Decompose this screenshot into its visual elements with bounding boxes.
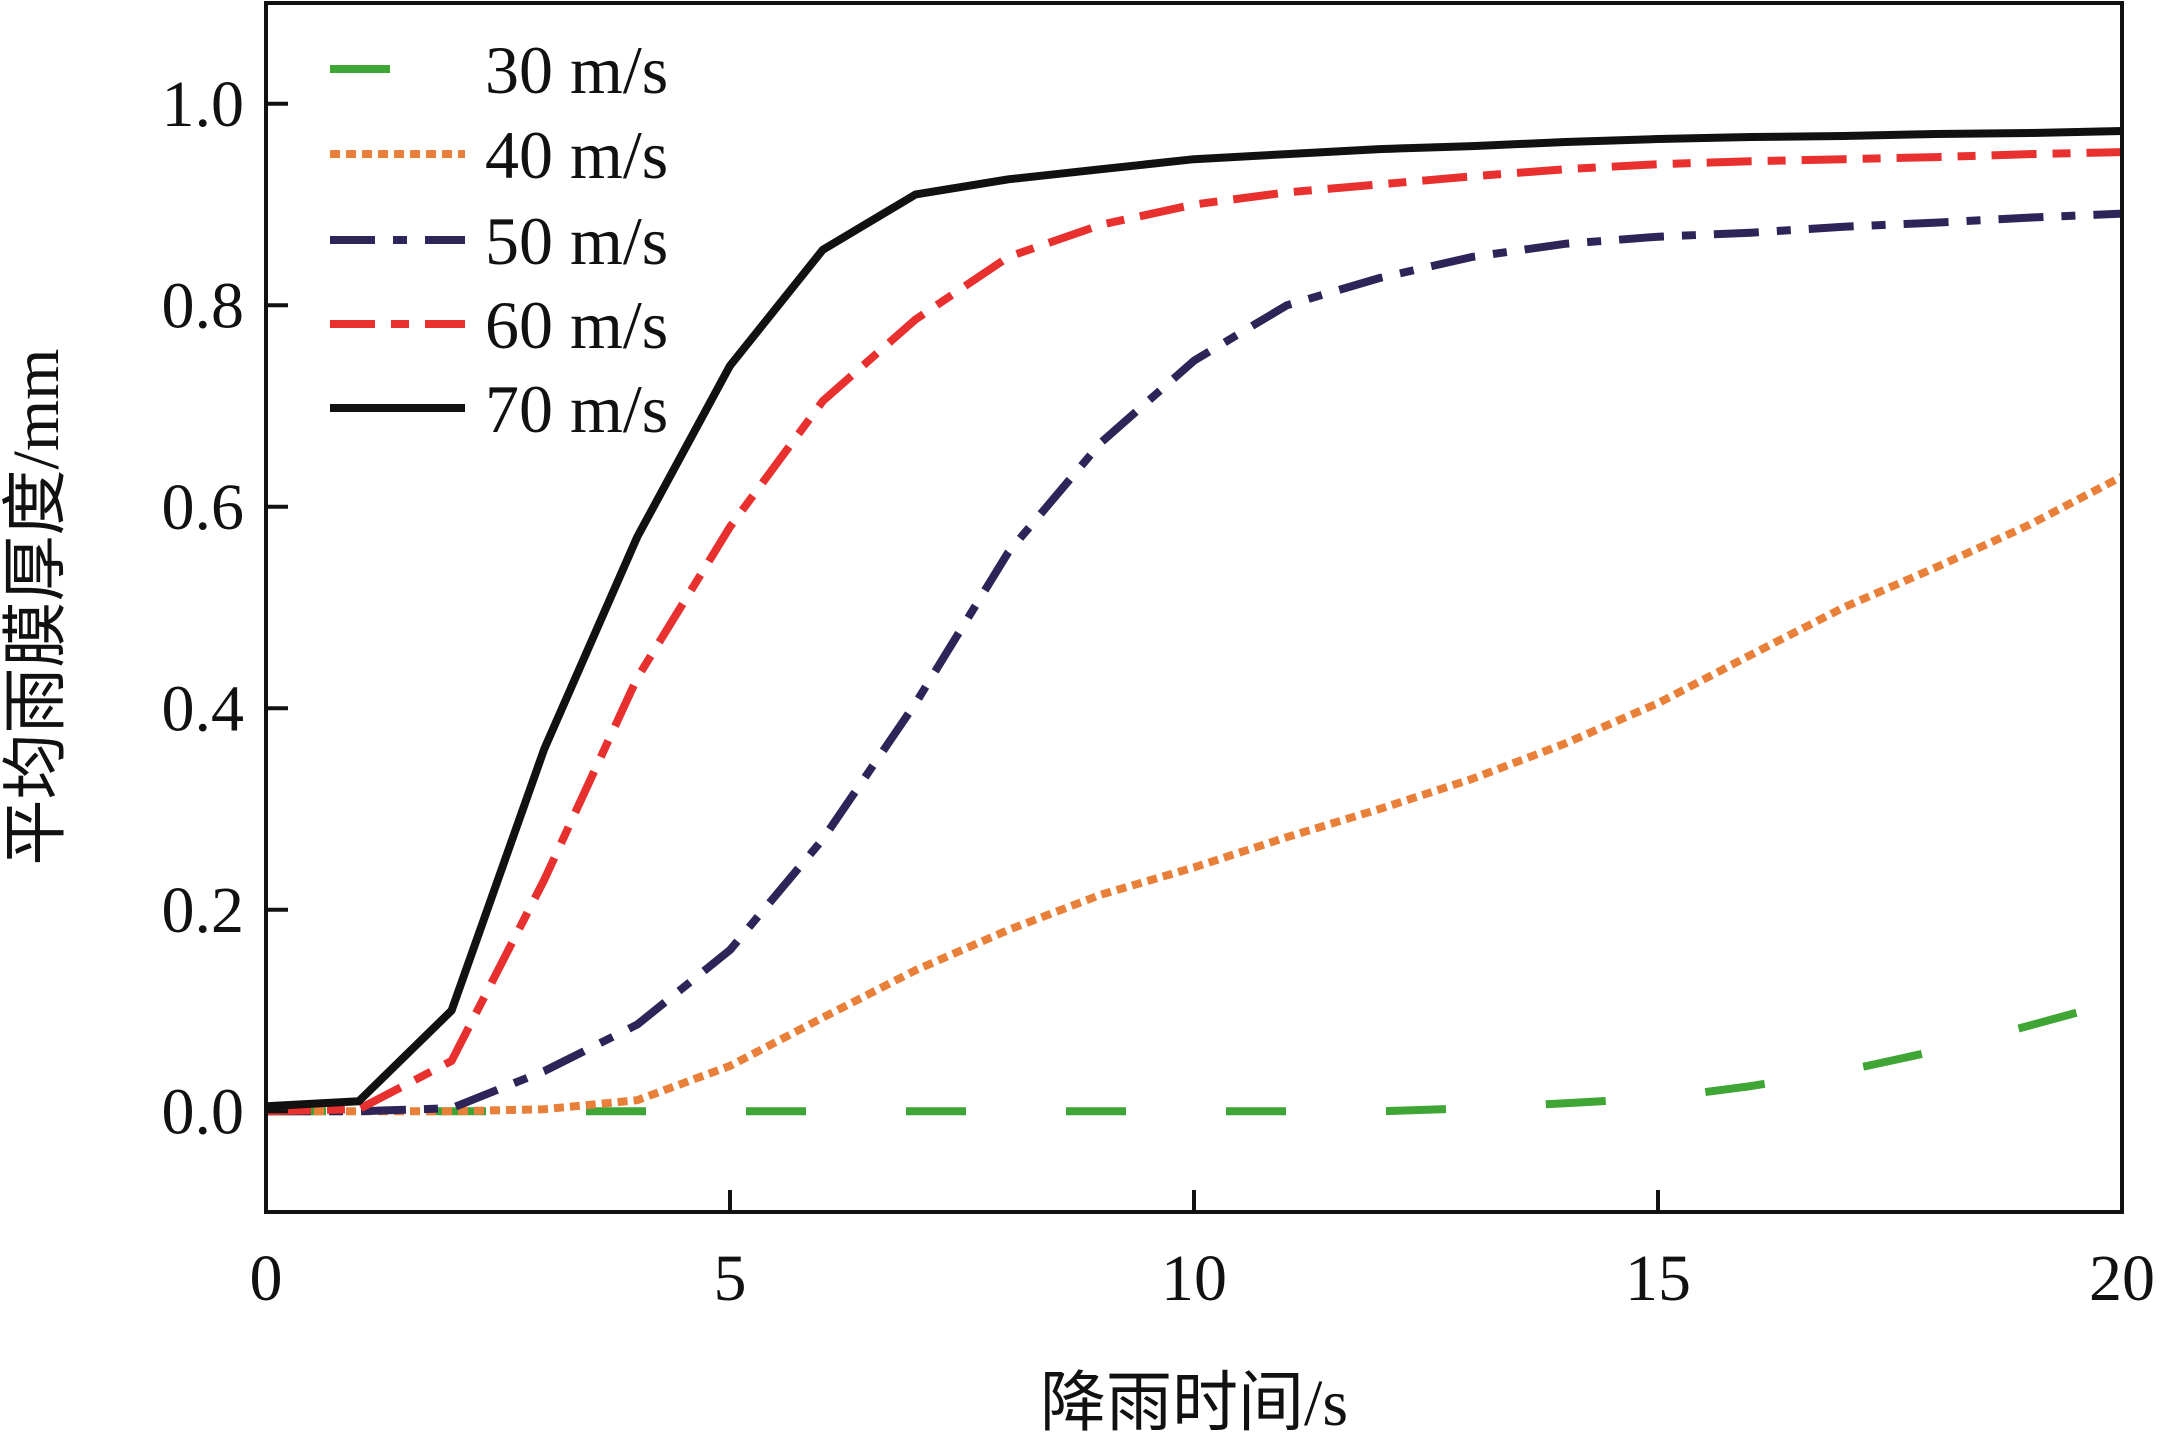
- legend-label: 50 m/s: [485, 203, 668, 279]
- y-tick-label: 0.4: [162, 672, 245, 745]
- legend-label: 40 m/s: [485, 117, 668, 193]
- y-tick-label: 1.0: [162, 68, 245, 141]
- y-tick-label: 0.2: [162, 874, 245, 947]
- series-layer: [265, 127, 2124, 1116]
- ticks-layer: 0 5 10 15 20 0.0 0.2 0.4 0.6 0.8 1.0: [162, 68, 2156, 1315]
- legend: 30 m/s 40 m/s 50 m/s 60 m/s 70 m/s: [330, 32, 668, 447]
- legend-label: 60 m/s: [485, 287, 668, 363]
- series-line-70-m-s: [265, 127, 2123, 1111]
- y-tick-label: 0.8: [162, 269, 245, 342]
- y-tick-label: 0.6: [162, 471, 245, 544]
- x-tick-label: 20: [2089, 1242, 2155, 1315]
- legend-item: 60 m/s: [330, 287, 668, 363]
- legend-item: 30 m/s: [330, 32, 668, 108]
- legend-item: 50 m/s: [330, 203, 668, 279]
- y-axis-label: 平均雨膜厚度/mm: [0, 348, 73, 865]
- y-tick-label: 0.0: [162, 1075, 245, 1148]
- x-tick-label: 10: [1161, 1242, 1227, 1315]
- x-tick-label: 0: [250, 1242, 283, 1315]
- series-line-40-m-s: [266, 472, 2124, 1116]
- legend-item: 40 m/s: [330, 117, 668, 193]
- legend-label: 30 m/s: [485, 32, 668, 108]
- series-line-60-m-s: [265, 148, 2123, 1116]
- legend-label: 70 m/s: [485, 371, 668, 447]
- x-axis-label: 降雨时间/s: [1040, 1367, 1348, 1438]
- series-line-50-m-s: [266, 209, 2123, 1116]
- x-tick-label: 15: [1625, 1242, 1691, 1315]
- legend-item: 70 m/s: [330, 371, 668, 447]
- x-tick-label: 5: [714, 1242, 747, 1315]
- series-line-30-m-s: [266, 996, 2124, 1116]
